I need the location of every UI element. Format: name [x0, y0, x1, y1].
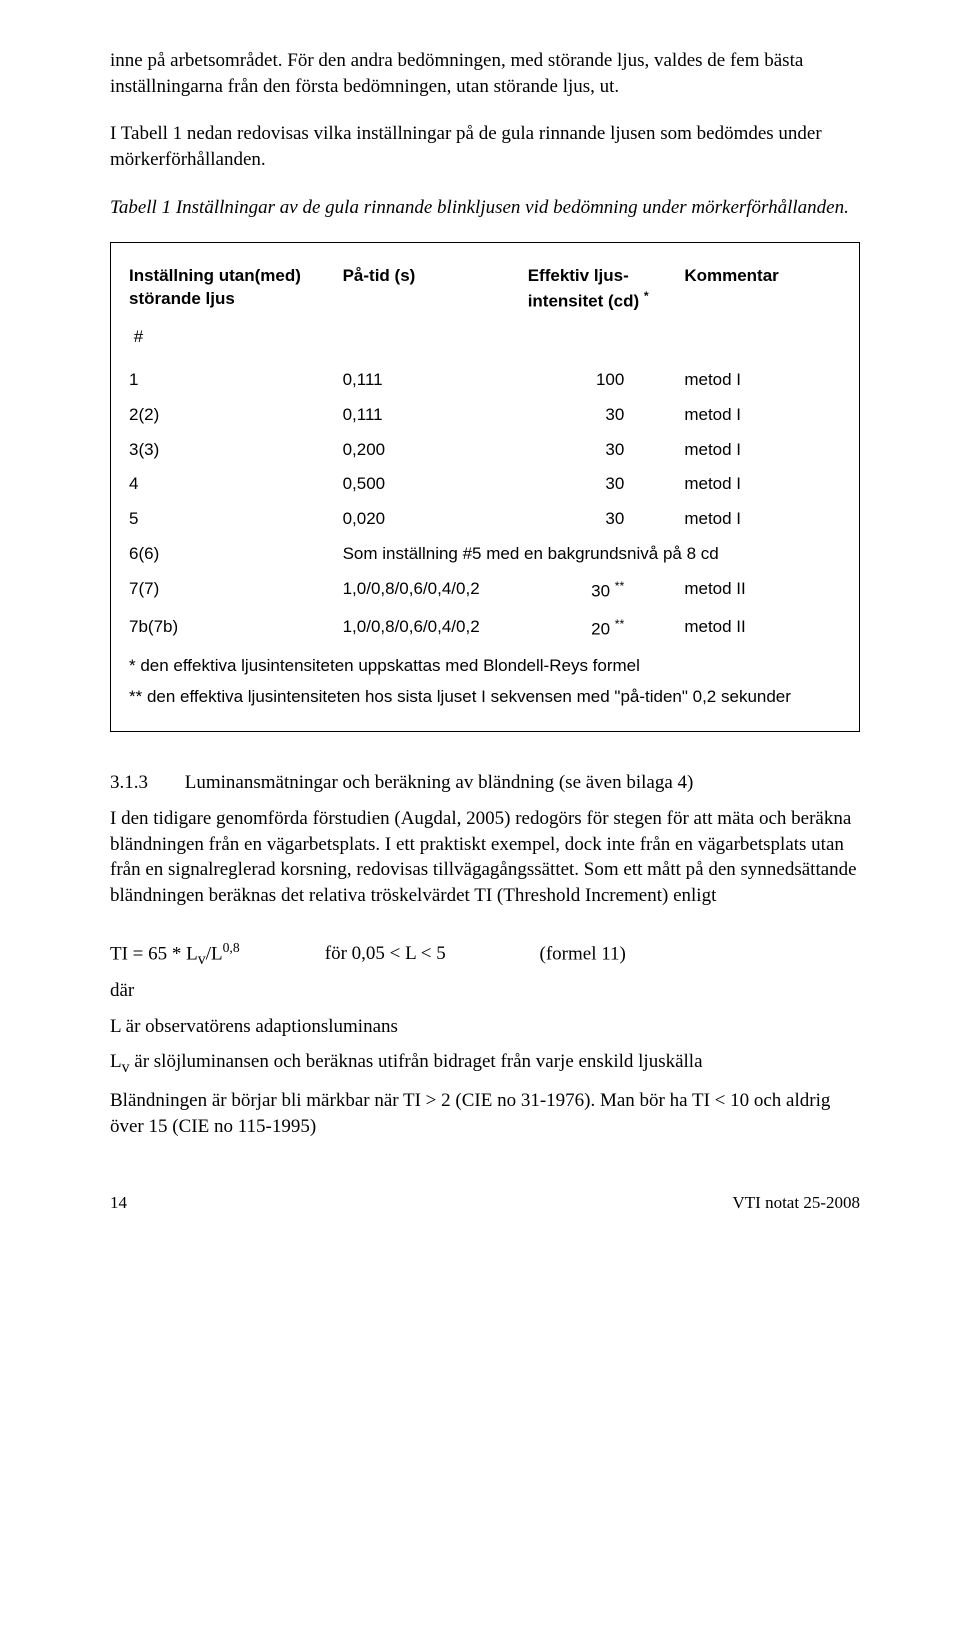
cell-setting: 2(2) — [129, 398, 343, 433]
table-row: 50,02030metod I — [129, 502, 841, 537]
cell-comment: metod I — [684, 398, 841, 433]
table-row: 10,111100metod I — [129, 363, 841, 398]
cell-intensity: 30 — [528, 433, 685, 468]
cell-setting: 6(6) — [129, 537, 343, 572]
cell-merged: Som inställning #5 med en bakgrundsnivå … — [343, 537, 841, 572]
cell-intensity: 30 — [528, 502, 685, 537]
table-caption: Tabell 1 Inställningar av de gula rinnan… — [110, 195, 860, 221]
cell-ontime: 1,0/0,8/0,6/0,4/0,2 — [343, 572, 528, 610]
cell-setting: 3(3) — [129, 433, 343, 468]
page-footer: 14 VTI notat 25-2008 — [110, 1192, 860, 1215]
def-Lv: Lv är slöjluminansen och beräknas utifrå… — [110, 1049, 860, 1078]
table-row: 3(3)0,20030metod I — [129, 433, 841, 468]
paragraph-2: I Tabell 1 nedan redovisas vilka inställ… — [110, 121, 860, 172]
cell-comment: metod I — [684, 467, 841, 502]
doc-id: VTI notat 25-2008 — [733, 1192, 860, 1215]
table-row: 7b(7b)1,0/0,8/0,6/0,4/0,220 **metod II — [129, 610, 841, 648]
footnote-2: ** den effektiva ljusintensiteten hos si… — [129, 686, 841, 709]
cell-setting: 1 — [129, 363, 343, 398]
section-title: Luminansmätningar och beräkning av bländ… — [185, 772, 694, 793]
section-number: 3.1.3 — [110, 770, 180, 796]
table-row: 6(6)Som inställning #5 med en bakgrundsn… — [129, 537, 841, 572]
cell-setting: 5 — [129, 502, 343, 537]
th-ontime: På-tid (s) — [343, 259, 528, 324]
th-intensity: Effektiv ljus- intensitet (cd) * — [528, 259, 685, 324]
hash-symbol: # — [129, 324, 343, 363]
cell-intensity: 30 ** — [528, 572, 685, 610]
cell-comment: metod I — [684, 363, 841, 398]
cell-ontime: 0,111 — [343, 398, 528, 433]
paragraph-1: inne på arbetsområdet. För den andra bed… — [110, 48, 860, 99]
cell-setting: 7(7) — [129, 572, 343, 610]
cell-setting: 7b(7b) — [129, 610, 343, 648]
paragraph-3: I den tidigare genomförda förstudien (Au… — [110, 806, 860, 909]
cell-ontime: 1,0/0,8/0,6/0,4/0,2 — [343, 610, 528, 648]
cell-comment: metod II — [684, 572, 841, 610]
cell-intensity: 30 — [528, 467, 685, 502]
where-label: där — [110, 978, 860, 1004]
table-row: 2(2)0,11130metod I — [129, 398, 841, 433]
cell-ontime: 0,111 — [343, 363, 528, 398]
cell-ontime: 0,020 — [343, 502, 528, 537]
cell-intensity: 100 — [528, 363, 685, 398]
footnote-1: * den effektiva ljusintensiteten uppskat… — [129, 655, 841, 678]
table-row: 40,50030metod I — [129, 467, 841, 502]
cell-setting: 4 — [129, 467, 343, 502]
settings-table: Inställning utan(med) störande ljus På-t… — [129, 259, 841, 647]
formula-line: TI = 65 * Lv/L0,8 för 0,05 < L < 5 (form… — [110, 939, 860, 970]
th-comment: Kommentar — [684, 259, 841, 324]
cell-intensity: 20 ** — [528, 610, 685, 648]
cell-comment: metod I — [684, 502, 841, 537]
table-container: Inställning utan(med) störande ljus På-t… — [110, 242, 860, 732]
th-setting: Inställning utan(med) störande ljus — [129, 259, 343, 324]
cell-intensity: 30 — [528, 398, 685, 433]
table-row: 7(7)1,0/0,8/0,6/0,4/0,230 **metod II — [129, 572, 841, 610]
paragraph-ti: Bländningen är börjar bli märkbar när TI… — [110, 1088, 860, 1139]
def-L: L är observatörens adaptionsluminans — [110, 1014, 860, 1040]
section-heading: 3.1.3 Luminansmätningar och beräkning av… — [110, 770, 860, 796]
cell-ontime: 0,500 — [343, 467, 528, 502]
cell-ontime: 0,200 — [343, 433, 528, 468]
cell-comment: metod I — [684, 433, 841, 468]
cell-comment: metod II — [684, 610, 841, 648]
page-number: 14 — [110, 1192, 127, 1215]
